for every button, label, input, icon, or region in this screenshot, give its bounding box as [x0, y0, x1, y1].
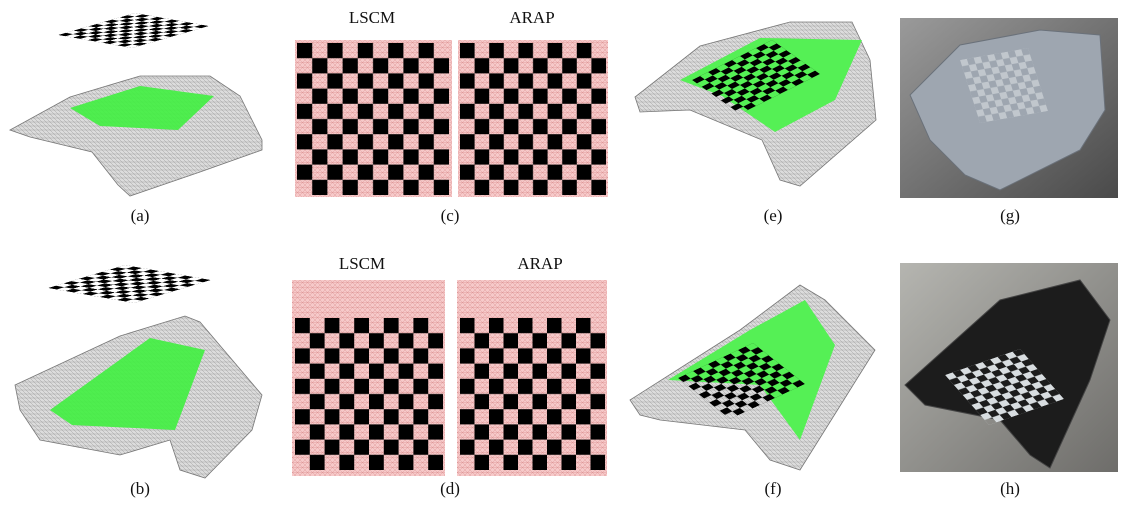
panel-label: (h): [1000, 479, 1020, 498]
uv-checkerboard: [460, 43, 606, 195]
uv-checkerboard: [460, 318, 605, 470]
panel-label: (e): [764, 206, 783, 225]
flat-checkerboard: [48, 265, 211, 303]
method-title: LSCM: [339, 254, 385, 273]
method-title: ARAP: [509, 8, 554, 27]
figure: (a) (b) LSCM ARAP (c) LSCM ARAP (d) (e) …: [0, 0, 1132, 509]
panel-label: (f): [765, 479, 782, 498]
panel-label: (g): [1000, 206, 1020, 225]
panel-label: (d): [440, 479, 460, 498]
panel-label: (b): [130, 479, 150, 498]
method-title: ARAP: [517, 254, 562, 273]
panel-label: (c): [441, 206, 460, 225]
flat-checkerboard: [58, 13, 209, 48]
panel-label: (a): [131, 206, 150, 225]
uv-checkerboard: [295, 318, 443, 470]
method-title: LSCM: [349, 8, 395, 27]
uv-checkerboard: [297, 43, 449, 195]
